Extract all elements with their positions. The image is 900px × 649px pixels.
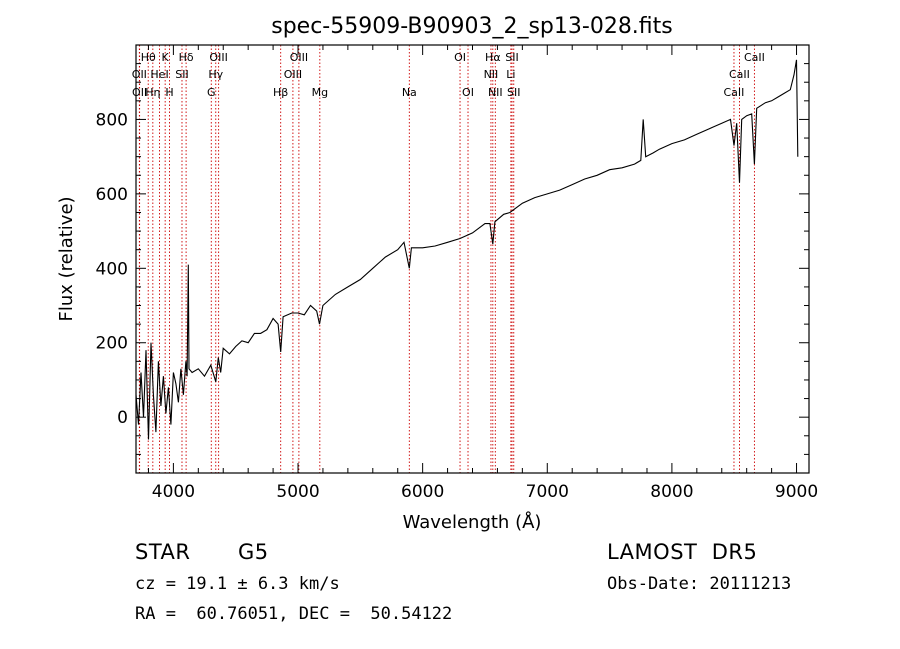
line-marker-label: OIII bbox=[290, 51, 308, 64]
line-marker-label: OI bbox=[462, 86, 474, 99]
line-marker-label: SII bbox=[507, 86, 520, 99]
x-tick-label: 5000 bbox=[276, 482, 319, 502]
line-marker-label: G bbox=[207, 86, 216, 99]
line-marker-label: CaII bbox=[724, 86, 745, 99]
y-tick-label: 200 bbox=[96, 334, 128, 354]
spectrum-line bbox=[135, 59, 799, 440]
line-marker-label: Hα bbox=[485, 51, 501, 64]
observation-date: Obs-Date: 20111213 bbox=[607, 574, 792, 594]
line-marker-label: Li bbox=[506, 68, 515, 81]
spectral-line-markers bbox=[138, 45, 755, 473]
line-marker-label: K bbox=[162, 51, 170, 64]
x-axis-ticks: 4000 5000 6000 7000 8000 9000 bbox=[147, 45, 818, 502]
line-marker-label: Hβ bbox=[273, 86, 288, 99]
spectral-line-labels: Hθ K Hδ OIII OIII OI Hα SII CaII OII HeI SII Hγ OIII N… bbox=[132, 51, 765, 99]
line-marker-label: Hδ bbox=[179, 51, 194, 64]
line-marker-label: Hγ bbox=[208, 68, 223, 81]
line-marker-label: OII bbox=[132, 68, 147, 81]
survey-name: LAMOST DR5 bbox=[607, 540, 758, 564]
line-marker-label: CaII bbox=[729, 68, 750, 81]
object-subclass: G5 bbox=[238, 540, 269, 564]
x-tick-label: 9000 bbox=[775, 482, 818, 502]
y-axis-label: Flux (relative) bbox=[56, 196, 77, 321]
line-marker-label: Hθ bbox=[141, 51, 156, 64]
y-tick-label: 400 bbox=[96, 259, 128, 279]
line-marker-label: HeI bbox=[150, 68, 168, 81]
x-tick-label: 8000 bbox=[650, 482, 693, 502]
x-tick-label: 6000 bbox=[401, 482, 444, 502]
line-marker-label: Na bbox=[402, 86, 417, 99]
line-marker-label: H bbox=[165, 86, 173, 99]
line-marker-label: CaII bbox=[744, 51, 765, 64]
line-marker-label: OIII bbox=[209, 51, 227, 64]
object-class: STAR bbox=[135, 540, 191, 564]
line-marker-label: OI bbox=[454, 51, 466, 64]
line-marker-label: OIII bbox=[284, 68, 302, 81]
y-axis-ticks: 0 200 400 600 800 bbox=[96, 63, 809, 455]
chart-title: spec-55909-B90903_2_sp13-028.fits bbox=[271, 14, 673, 39]
x-tick-label: 4000 bbox=[152, 482, 195, 502]
y-tick-label: 0 bbox=[117, 408, 128, 428]
sky-coordinates: RA = 60.76051, DEC = 50.54122 bbox=[135, 604, 453, 624]
y-tick-label: 600 bbox=[96, 185, 128, 205]
y-tick-label: 800 bbox=[96, 110, 128, 130]
line-marker-label: Hη bbox=[145, 86, 160, 99]
line-marker-label: SII bbox=[175, 68, 188, 81]
line-marker-label: Mg bbox=[312, 86, 328, 99]
line-marker-label: SII bbox=[505, 51, 518, 64]
line-marker-label: NII bbox=[488, 86, 503, 99]
redshift-velocity: cz = 19.1 ± 6.3 km/s bbox=[135, 574, 340, 594]
plot-frame bbox=[135, 44, 810, 474]
line-marker-label: NII bbox=[484, 68, 499, 81]
x-tick-label: 7000 bbox=[526, 482, 569, 502]
x-axis-label: Wavelength (Å) bbox=[403, 511, 542, 533]
